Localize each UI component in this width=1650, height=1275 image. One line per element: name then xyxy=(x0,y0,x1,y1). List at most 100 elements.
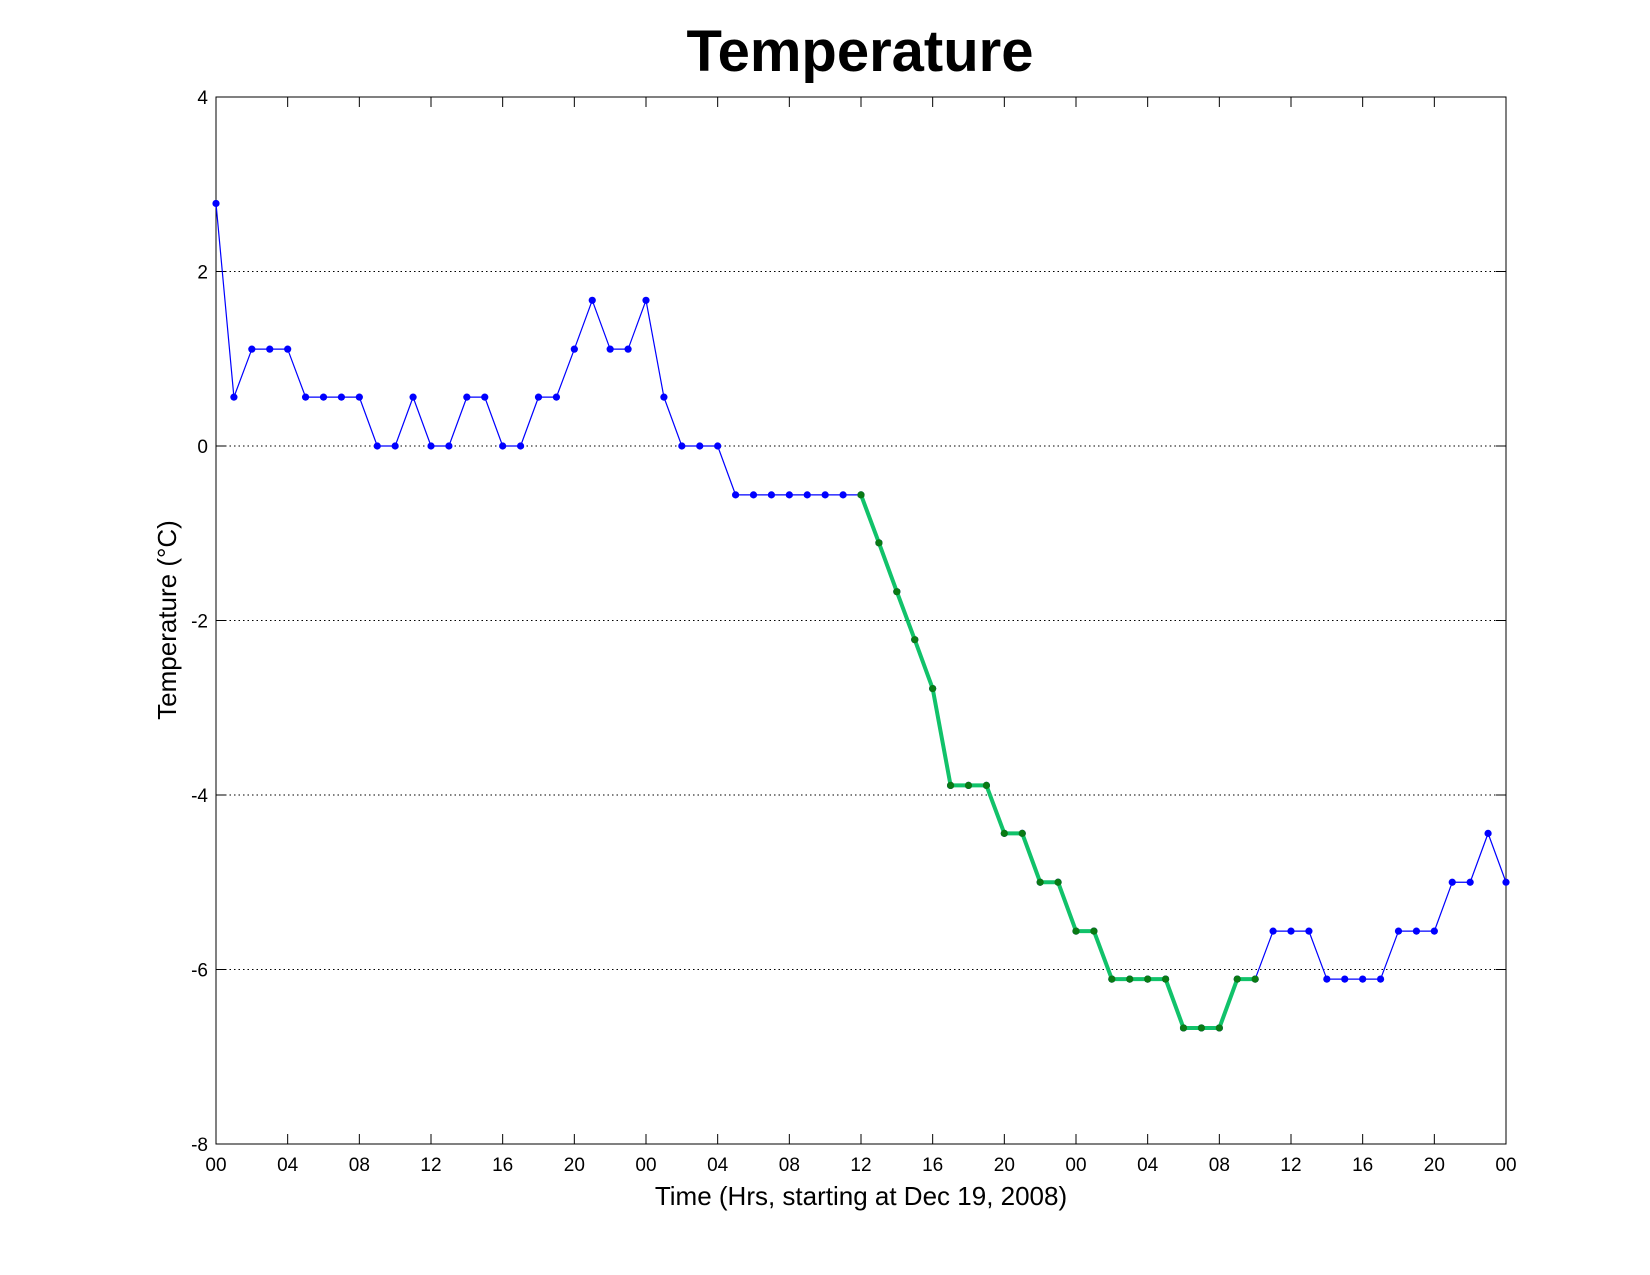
data-point xyxy=(642,296,650,304)
y-tick-label: -2 xyxy=(191,612,208,633)
highlight-data-point xyxy=(929,684,937,693)
x-tick-label: 16 xyxy=(492,1155,513,1176)
data-point xyxy=(248,345,256,353)
data-point xyxy=(463,393,471,401)
x-tick-label: 00 xyxy=(1065,1155,1086,1176)
data-series xyxy=(212,199,1510,1032)
highlight-data-point xyxy=(964,781,973,790)
x-tick-label: 00 xyxy=(205,1155,226,1176)
data-point xyxy=(552,393,561,401)
data-point xyxy=(570,345,578,353)
highlight-data-point xyxy=(1161,975,1170,983)
data-point xyxy=(624,345,632,353)
highlight-data-point xyxy=(1197,1024,1206,1032)
data-point xyxy=(1466,878,1474,886)
y-tick-label: -8 xyxy=(191,1135,208,1156)
y-tick-label: 0 xyxy=(197,437,208,458)
x-tick-label: 20 xyxy=(564,1155,585,1176)
chart-title: Temperature xyxy=(686,19,1033,84)
x-tick-label: 04 xyxy=(277,1155,299,1176)
x-axis-label: Time (Hrs, starting at Dec 19, 2008) xyxy=(655,1181,1067,1211)
highlight-data-point xyxy=(1072,927,1080,935)
y-tick-label: -6 xyxy=(191,961,208,982)
x-tick-label: 04 xyxy=(1137,1155,1159,1176)
highlight-data-point xyxy=(982,781,991,790)
data-point xyxy=(839,491,847,499)
x-tick-label: 12 xyxy=(420,1155,441,1176)
x-tick-label: 20 xyxy=(994,1155,1015,1176)
data-point xyxy=(1430,927,1438,935)
data-point xyxy=(337,393,346,401)
data-point xyxy=(1412,927,1421,935)
data-point xyxy=(803,491,811,499)
highlight-data-point xyxy=(1090,927,1098,935)
grid-lines xyxy=(216,271,1506,970)
highlight-data-point xyxy=(1179,1024,1188,1032)
data-point xyxy=(1341,975,1349,983)
x-tick-label: 00 xyxy=(635,1155,656,1176)
data-point xyxy=(534,393,543,401)
data-point xyxy=(284,345,292,353)
x-tick-label: 20 xyxy=(1424,1155,1445,1176)
data-point xyxy=(445,442,453,450)
data-point xyxy=(660,393,668,401)
data-point xyxy=(391,442,399,450)
highlight-series-line xyxy=(859,494,1256,1030)
data-point xyxy=(606,345,614,353)
y-tick-label: -4 xyxy=(191,786,208,807)
x-tick-label: 16 xyxy=(922,1155,943,1176)
highlight-data-point xyxy=(1251,975,1259,983)
data-point xyxy=(230,393,238,401)
data-point xyxy=(427,442,435,450)
highlight-data-point xyxy=(857,491,865,499)
data-point xyxy=(1305,927,1313,935)
y-axis-label: Temperature (°C) xyxy=(152,520,182,720)
data-point xyxy=(1287,927,1295,935)
highlight-data-point xyxy=(1018,829,1026,837)
data-point xyxy=(767,491,776,499)
x-tick-label: 12 xyxy=(850,1155,871,1176)
highlight-data-point xyxy=(1036,878,1044,886)
data-point xyxy=(1502,878,1510,886)
data-point xyxy=(731,491,740,499)
x-tick-label: 00 xyxy=(1495,1155,1516,1176)
data-point xyxy=(516,442,525,450)
data-point xyxy=(821,491,829,499)
highlight-data-point xyxy=(1108,975,1116,983)
data-point xyxy=(1323,975,1331,983)
y-tick-label: 4 xyxy=(197,88,208,109)
data-point xyxy=(1448,878,1456,886)
highlight-data-point xyxy=(946,781,955,790)
data-point xyxy=(588,296,596,304)
data-point xyxy=(355,393,363,401)
data-point xyxy=(1484,829,1492,837)
axis-ticks: -8 -6 -4 -2 0 2 4 00 04 08 12 16 20 00 04 08 12 16 20 00 04 0… xyxy=(191,88,1516,1176)
highlight-data-point xyxy=(1215,1024,1223,1032)
x-tick-label: 08 xyxy=(349,1155,370,1176)
base-series-line xyxy=(215,203,1507,1029)
y-tick-label: 2 xyxy=(197,263,208,284)
data-point xyxy=(481,393,489,401)
data-point xyxy=(785,491,793,499)
data-point xyxy=(373,442,381,450)
highlight-data-point xyxy=(1126,975,1134,983)
highlight-data-point xyxy=(1233,975,1241,983)
highlight-data-point xyxy=(893,588,901,596)
x-tick-label: 08 xyxy=(779,1155,800,1176)
data-point xyxy=(714,442,722,450)
data-point xyxy=(1394,927,1403,935)
data-point xyxy=(749,491,758,499)
x-tick-label: 16 xyxy=(1352,1155,1373,1176)
data-point xyxy=(212,199,220,208)
data-point xyxy=(1376,975,1385,983)
highlight-data-point xyxy=(1000,829,1008,837)
data-point xyxy=(409,393,417,401)
data-point xyxy=(266,345,274,353)
x-tick-label: 04 xyxy=(707,1155,729,1176)
data-point xyxy=(301,393,310,401)
data-point xyxy=(678,442,686,450)
data-point xyxy=(696,442,704,450)
highlight-data-point xyxy=(875,539,883,547)
highlight-data-point xyxy=(1144,975,1152,983)
